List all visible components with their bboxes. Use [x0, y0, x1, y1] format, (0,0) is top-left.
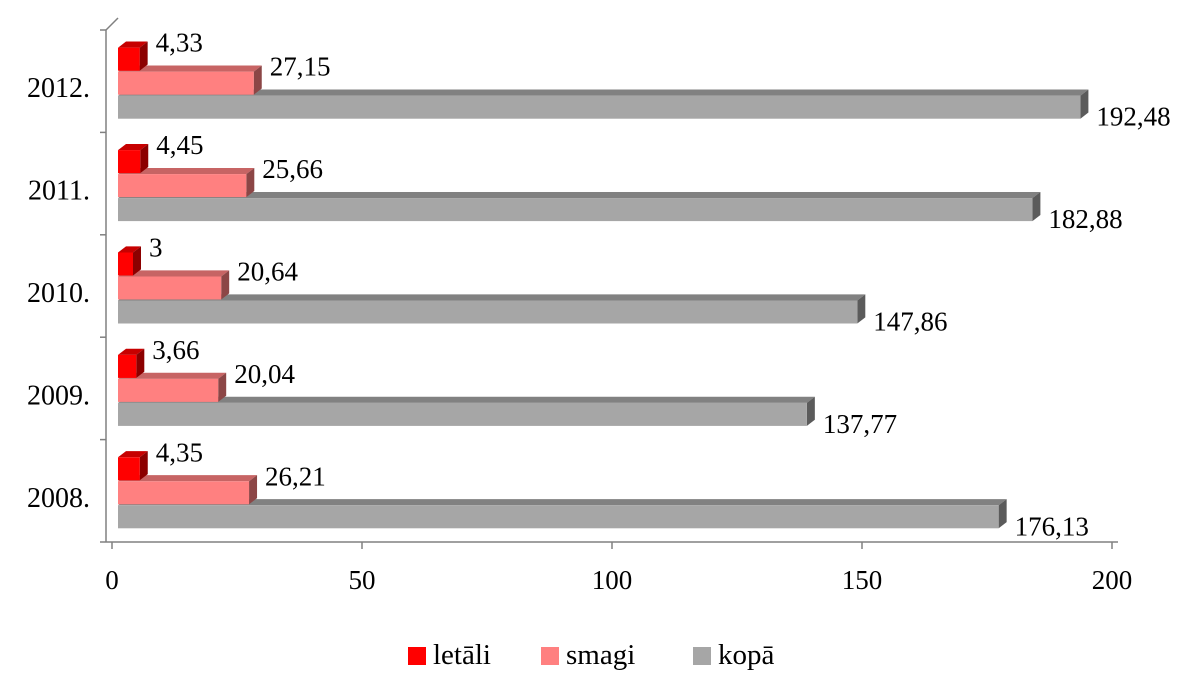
bar-side-face: [139, 451, 148, 481]
data-label: 182,88: [1048, 204, 1122, 234]
x-tick-label: 100: [592, 565, 633, 595]
bar-top-face: [118, 167, 255, 175]
bar-side-face: [806, 396, 815, 426]
data-label: 4,33: [156, 28, 203, 58]
bar-side-face: [857, 294, 866, 324]
chart-labels: 2008. 176,13 26,21 4,35 2009. 137,77 20,04 3,66…: [27, 28, 1171, 542]
bar-side-face: [221, 270, 230, 300]
legend-swatch-kopa: [693, 647, 711, 665]
bar-top-face: [118, 143, 149, 151]
bar-kopa: [118, 294, 866, 324]
bar-side-face: [136, 348, 145, 378]
bar-side-face: [1080, 89, 1089, 119]
bar-top-face: [118, 246, 141, 253]
bar-top-face: [118, 294, 866, 301]
x-tick-label: 50: [349, 565, 376, 595]
bar-front-face: [118, 402, 807, 426]
bar-front-face: [118, 378, 219, 402]
bar-front-face: [118, 47, 140, 71]
bar-letali: [118, 41, 148, 71]
bar-side-face: [253, 65, 262, 95]
bar-front-face: [118, 252, 133, 276]
bar-side-face: [249, 475, 258, 505]
bar-kopa: [118, 89, 1089, 119]
bar-smagi: [118, 65, 262, 95]
data-label: 3: [149, 233, 163, 263]
y-category-label: 2012.: [27, 73, 90, 104]
bar-letali: [118, 246, 141, 276]
y-category-label: 2009.: [27, 380, 90, 411]
chart-axes: 0 50 100 150 200: [100, 17, 1133, 595]
data-label: 26,21: [265, 461, 326, 491]
data-label: 192,48: [1096, 102, 1170, 132]
bar-smagi: [118, 167, 255, 198]
data-label: 27,15: [270, 52, 331, 82]
bar-top-face: [118, 89, 1089, 96]
bar-top-face: [118, 41, 148, 48]
bar-letali: [118, 451, 148, 481]
bar-side-face: [140, 143, 149, 174]
bar-front-face: [118, 457, 140, 481]
bar-front-face: [118, 300, 858, 324]
y-category-label: 2010.: [27, 278, 90, 309]
bar-front-face: [118, 198, 1033, 222]
bar-top-face: [118, 499, 1007, 506]
bar-kopa: [118, 396, 815, 426]
data-label: 20,64: [237, 257, 298, 287]
x-tick-label: 0: [105, 565, 119, 595]
bar-top-face: [118, 348, 145, 355]
bar-letali: [118, 143, 149, 174]
x-tick-label: 150: [842, 565, 883, 595]
legend-label-smagi: smagi: [566, 639, 635, 671]
bar-front-face: [118, 505, 999, 529]
data-label: 25,66: [262, 154, 323, 184]
data-label: 20,04: [234, 359, 295, 389]
data-label: 4,45: [156, 130, 203, 160]
bar-front-face: [118, 276, 222, 300]
bar-side-face: [1032, 191, 1041, 222]
legend-swatch-letali: [408, 647, 426, 665]
bar-side-face: [998, 499, 1007, 529]
bar-kopa: [118, 191, 1041, 222]
bar-top-face: [118, 451, 148, 458]
data-label: 176,13: [1015, 511, 1089, 541]
data-label: 3,66: [152, 335, 199, 365]
bar-smagi: [118, 372, 227, 402]
legend-label-letali: letāli: [433, 639, 491, 671]
bar-top-face: [118, 396, 815, 403]
bar-letali: [118, 348, 145, 378]
data-label: 147,86: [873, 307, 947, 337]
y-axis-line: [105, 17, 119, 542]
bar-front-face: [118, 95, 1081, 119]
chart-legend: letāli smagi kopā: [408, 639, 775, 671]
x-tick-label: 200: [1092, 565, 1133, 595]
bar-side-face: [246, 167, 255, 198]
bar-side-face: [218, 372, 227, 402]
bar-kopa: [118, 499, 1007, 529]
bar-side-face: [139, 41, 148, 71]
bar-front-face: [118, 150, 141, 174]
bar-top-face: [118, 191, 1041, 199]
legend-swatch-smagi: [541, 647, 559, 665]
bar-front-face: [118, 174, 247, 198]
bar-smagi: [118, 270, 230, 300]
chart-bars: [118, 41, 1089, 529]
bar-front-face: [118, 481, 250, 505]
y-category-label: 2011.: [28, 176, 90, 207]
bar-front-face: [118, 71, 254, 95]
data-label: 137,77: [823, 409, 897, 439]
bar-top-face: [118, 475, 258, 482]
legend-label-kopa: kopā: [718, 639, 775, 671]
bar-top-face: [118, 270, 230, 277]
bar-smagi: [118, 475, 258, 505]
data-label: 4,35: [156, 437, 203, 467]
bar-front-face: [118, 354, 137, 378]
bar-top-face: [118, 65, 262, 72]
bar-side-face: [133, 246, 141, 276]
bar-top-face: [118, 372, 227, 379]
y-category-label: 2008.: [27, 483, 90, 514]
